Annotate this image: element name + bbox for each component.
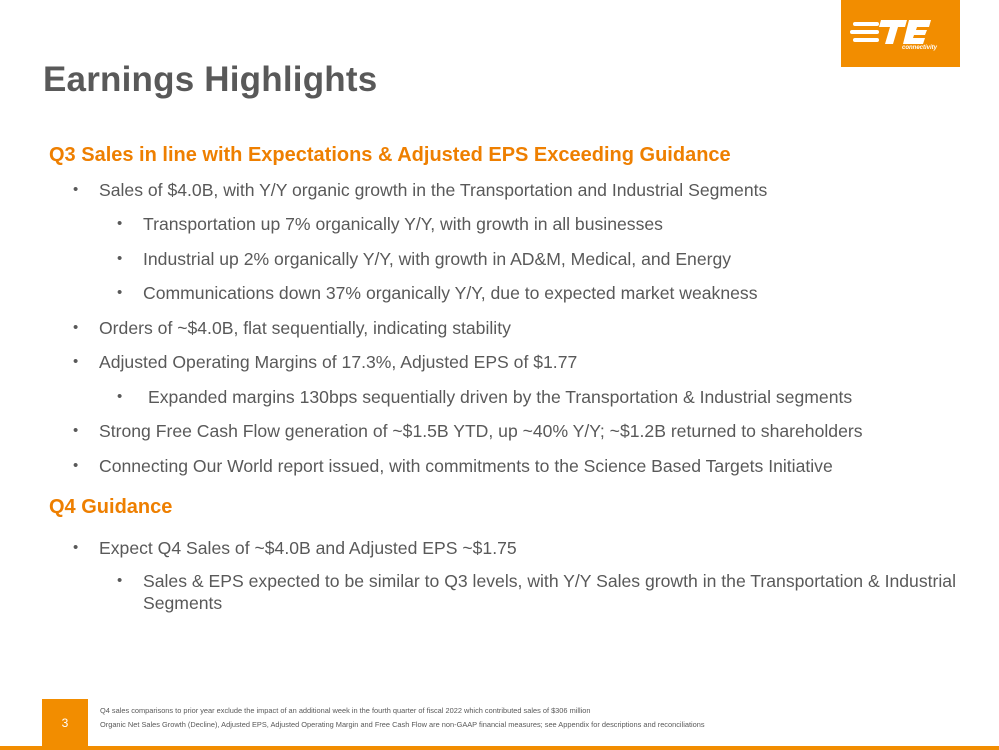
bullet-icon: •	[117, 572, 123, 589]
te-logo-icon	[850, 20, 931, 44]
page-number: 3	[42, 699, 88, 747]
list-item-text: Adjusted Operating Margins of 17.3%, Adj…	[99, 352, 578, 372]
list-item-text: Expanded margins 130bps sequentially dri…	[148, 387, 853, 407]
list-item-text: Connecting Our World report issued, with…	[99, 456, 833, 476]
footnote: Q4 sales comparisons to prior year exclu…	[100, 706, 591, 715]
bullet-icon: •	[73, 422, 79, 439]
bullet-icon: •	[73, 539, 79, 556]
footer-divider	[0, 746, 999, 750]
page-title: Earnings Highlights	[43, 60, 378, 99]
bullet-icon: •	[73, 457, 79, 474]
list-item-text: Industrial up 2% organically Y/Y, with g…	[143, 249, 732, 269]
te-connectivity-logo: connectivity	[841, 0, 960, 67]
list-item-text: Strong Free Cash Flow generation of ~$1.…	[99, 421, 863, 441]
list-item-text: Sales of $4.0B, with Y/Y organic growth …	[99, 180, 768, 200]
page-number-text: 3	[61, 716, 69, 730]
list-item-text: Sales & EPS expected to be similar to Q3…	[143, 571, 956, 613]
logo-tagline: connectivity	[901, 45, 937, 51]
bullet-icon: •	[117, 250, 123, 267]
list-item-text: Communications down 37% organically Y/Y,…	[143, 283, 758, 303]
list-item-text: Expect Q4 Sales of ~$4.0B and Adjusted E…	[99, 538, 517, 558]
bullet-icon: •	[73, 353, 79, 370]
section-heading-q4: Q4 Guidance	[49, 496, 173, 518]
bullet-icon: •	[73, 181, 79, 198]
bullet-icon: •	[117, 215, 123, 232]
bullet-icon: •	[73, 319, 79, 336]
footnote: Organic Net Sales Growth (Decline), Adju…	[100, 720, 705, 729]
list-item-text: Transportation up 7% organically Y/Y, wi…	[143, 214, 663, 234]
list-item-text: Orders of ~$4.0B, flat sequentially, ind…	[99, 318, 511, 338]
bullet-icon: •	[117, 284, 123, 301]
section-heading-q3: Q3 Sales in line with Expectations & Adj…	[49, 144, 731, 166]
bullet-icon: •	[117, 388, 123, 405]
